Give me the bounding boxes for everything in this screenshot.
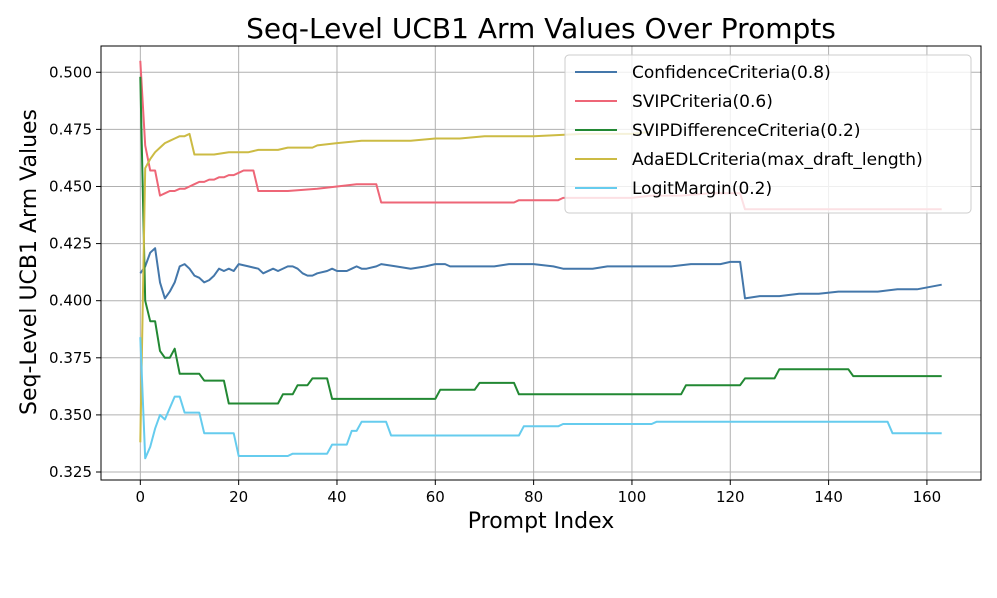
y-axis-label: Seq-Level UCB1 Arm Values [17,109,42,415]
legend-label: ConfidenceCriteria(0.8) [632,63,831,83]
legend-box [564,54,972,214]
y-tick-label: 0.325 [49,463,92,481]
x-axis-label: Prompt Index [468,509,614,534]
y-tick-label: 0.350 [49,406,92,424]
y-tick-label: 0.425 [49,235,92,253]
legend-label: LogitMargin(0.2) [632,179,772,199]
y-tick-label: 0.475 [49,120,92,138]
legend-label: SVIPCriteria(0.6) [632,92,773,112]
legend: ConfidenceCriteria(0.8) SVIPCriteria(0.6)… [564,54,972,214]
x-tick-label: 80 [524,488,543,506]
x-tick-label: 20 [229,488,248,506]
series-lines [139,60,942,460]
y-tick-label: 0.400 [49,292,92,310]
y-tick-label: 0.375 [49,349,92,367]
series-line-3 [139,130,652,443]
y-tick-label: 0.450 [49,177,92,195]
x-tick-label: 160 [913,488,942,506]
x-tick-label: 40 [327,488,346,506]
x-tick-label: 60 [426,488,445,506]
chart-title: Seq-Level UCB1 Arm Values Over Prompts [246,12,836,45]
x-tick-label: 140 [814,488,843,506]
x-tick-label: 0 [136,488,146,506]
series-line-4 [139,337,942,460]
x-tick-label: 120 [716,488,745,506]
y-tick-label: 0.500 [49,63,92,81]
axis-ticks: 0 20 40 60 80 100 120 140 160 0.325 0.350 0.375 0.40… [49,63,941,506]
series-line-0 [139,247,942,300]
legend-label: SVIPDifferenceCriteria(0.2) [632,121,860,141]
series-line-2 [139,76,942,405]
x-tick-label: 100 [618,488,647,506]
legend-label: AdaEDLCriteria(max_draft_length) [632,150,923,170]
plot-frame [100,45,982,481]
